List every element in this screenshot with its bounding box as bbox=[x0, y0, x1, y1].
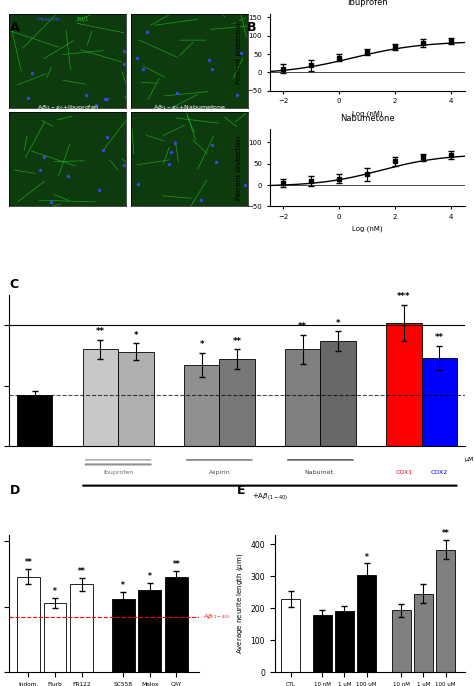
Text: B: B bbox=[246, 21, 256, 34]
Text: µM: µM bbox=[465, 458, 474, 462]
Bar bbox=[386, 322, 421, 447]
Text: Ibuprofen: Ibuprofen bbox=[103, 471, 133, 475]
Text: *: * bbox=[148, 572, 152, 581]
Bar bbox=[184, 365, 219, 447]
Bar bbox=[421, 358, 457, 447]
Text: Hoechst: Hoechst bbox=[38, 17, 60, 22]
Bar bbox=[281, 599, 300, 672]
Text: ***: *** bbox=[397, 292, 410, 301]
Text: **: ** bbox=[298, 322, 307, 331]
Bar bbox=[414, 594, 433, 672]
Bar bbox=[436, 549, 455, 672]
Bar bbox=[83, 349, 118, 447]
X-axis label: Log (nM): Log (nM) bbox=[352, 110, 383, 117]
Title: Ibuprofen: Ibuprofen bbox=[346, 0, 387, 8]
Bar bbox=[118, 352, 154, 447]
Text: *: * bbox=[200, 340, 204, 349]
Text: Aspirin: Aspirin bbox=[209, 471, 230, 475]
Text: **: ** bbox=[233, 337, 241, 346]
Bar bbox=[320, 341, 356, 447]
Title: Nabumetone: Nabumetone bbox=[340, 114, 394, 123]
Text: *: * bbox=[336, 318, 340, 327]
X-axis label: Log (nM): Log (nM) bbox=[352, 226, 383, 232]
Bar bbox=[357, 575, 376, 672]
Bar bbox=[17, 576, 40, 672]
Y-axis label: Percent protection: Percent protection bbox=[236, 20, 242, 84]
Title: A$\beta_{(1-40)}$+Ibuprofen: A$\beta_{(1-40)}$+Ibuprofen bbox=[36, 104, 99, 112]
Bar bbox=[219, 359, 255, 447]
Bar bbox=[335, 611, 354, 672]
Bar bbox=[285, 349, 320, 447]
Bar bbox=[44, 603, 66, 672]
Text: **: ** bbox=[78, 567, 85, 576]
Title: A$\beta_{(1-40)}$+Nabumetone: A$\beta_{(1-40)}$+Nabumetone bbox=[153, 104, 226, 112]
Text: C: C bbox=[9, 278, 18, 291]
Text: $A\beta_{(1-40)}$: $A\beta_{(1-40)}$ bbox=[203, 613, 230, 622]
Text: Nabumet.: Nabumet. bbox=[305, 471, 336, 475]
Text: TUJ1: TUJ1 bbox=[76, 17, 88, 22]
Bar bbox=[165, 576, 188, 672]
Text: COX1: COX1 bbox=[395, 471, 412, 475]
Bar bbox=[313, 615, 332, 672]
Text: *: * bbox=[53, 587, 57, 595]
Title: A$\beta_{(1-40)}$: A$\beta_{(1-40)}$ bbox=[176, 5, 203, 14]
Text: *: * bbox=[365, 553, 368, 562]
Text: **: ** bbox=[442, 530, 449, 539]
Text: *: * bbox=[134, 331, 138, 340]
Y-axis label: Percent protection: Percent protection bbox=[236, 136, 242, 200]
Text: E: E bbox=[237, 484, 246, 497]
Text: **: ** bbox=[25, 558, 32, 567]
Text: **: ** bbox=[435, 333, 444, 342]
Y-axis label: Average neurite length ($\mu$m): Average neurite length ($\mu$m) bbox=[235, 553, 245, 654]
Bar bbox=[112, 599, 135, 672]
Bar bbox=[70, 584, 93, 672]
Title: Control: Control bbox=[56, 8, 79, 12]
Text: D: D bbox=[9, 484, 20, 497]
Text: +A$\beta_{(1-40)}$: +A$\beta_{(1-40)}$ bbox=[252, 492, 288, 502]
Text: *: * bbox=[121, 581, 125, 591]
Text: **: ** bbox=[173, 560, 180, 569]
Text: COX2: COX2 bbox=[430, 471, 448, 475]
Bar bbox=[392, 611, 411, 672]
Text: **: ** bbox=[96, 327, 105, 336]
Bar bbox=[17, 395, 53, 447]
Bar bbox=[138, 590, 161, 672]
Text: A: A bbox=[9, 21, 19, 34]
